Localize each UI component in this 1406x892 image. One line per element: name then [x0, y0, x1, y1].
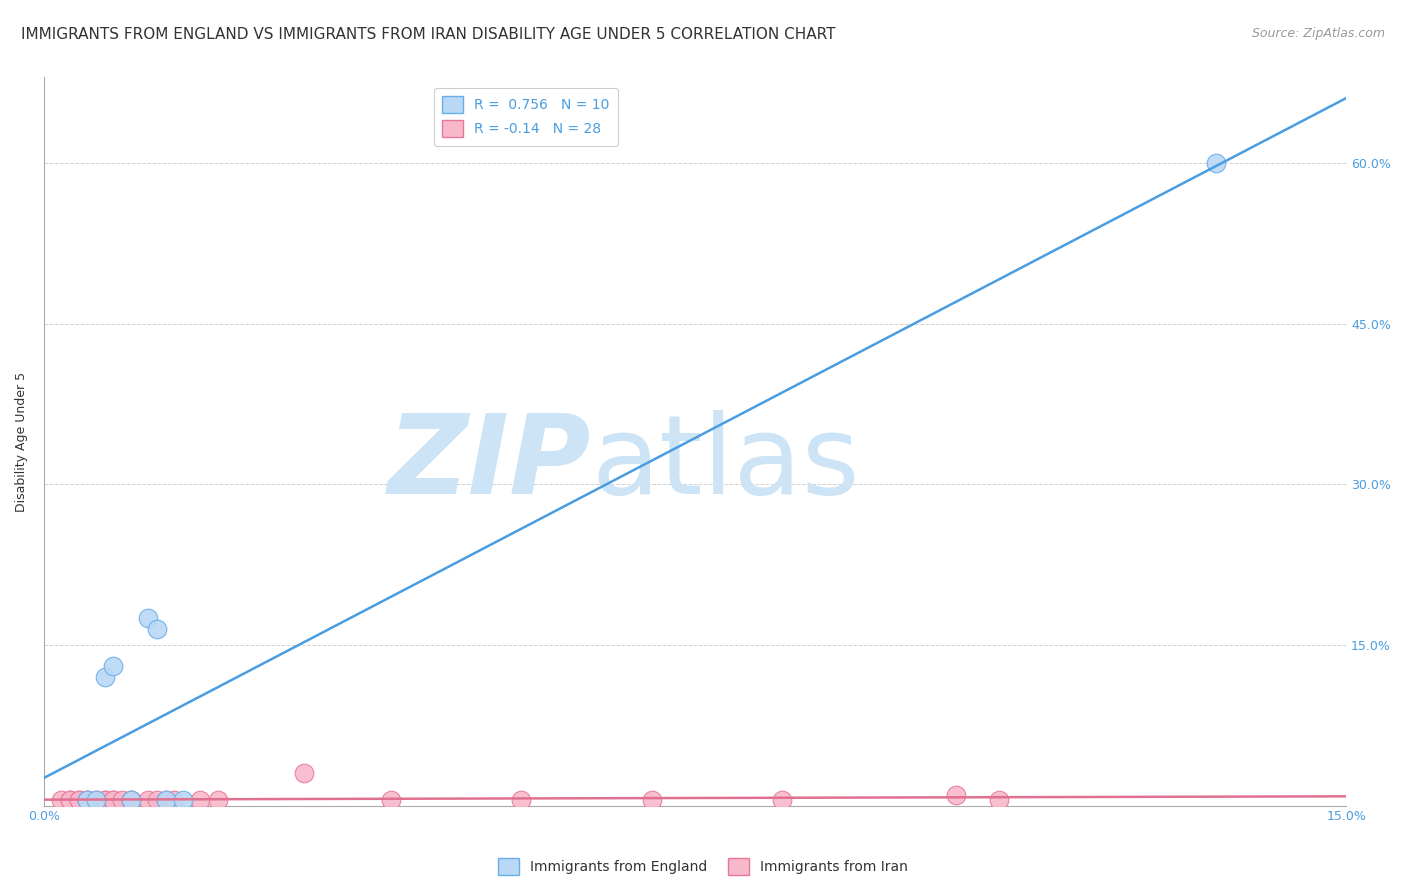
Point — [67, 793, 90, 807]
Point — [59, 793, 82, 807]
Point — [146, 793, 169, 807]
Point — [188, 793, 211, 807]
Point — [84, 793, 107, 807]
Point — [207, 793, 229, 807]
Point — [136, 793, 159, 807]
Point — [120, 793, 142, 807]
Point — [146, 622, 169, 636]
Point — [155, 793, 177, 807]
Point — [84, 793, 107, 807]
Point — [294, 766, 316, 780]
Point — [103, 659, 125, 673]
Point — [76, 793, 98, 807]
Point — [380, 793, 402, 807]
Point — [93, 793, 115, 807]
Point — [59, 793, 82, 807]
Point — [120, 793, 142, 807]
Point — [111, 793, 134, 807]
Point — [103, 793, 125, 807]
Point — [136, 611, 159, 625]
Point — [988, 793, 1011, 807]
Point — [172, 793, 194, 807]
Point — [770, 793, 793, 807]
Point — [67, 793, 90, 807]
Y-axis label: Disability Age Under 5: Disability Age Under 5 — [15, 371, 28, 512]
Point — [76, 793, 98, 807]
Text: IMMIGRANTS FROM ENGLAND VS IMMIGRANTS FROM IRAN DISABILITY AGE UNDER 5 CORRELATI: IMMIGRANTS FROM ENGLAND VS IMMIGRANTS FR… — [21, 27, 835, 42]
Text: ZIP: ZIP — [388, 410, 591, 516]
Point — [945, 788, 967, 802]
Point — [93, 670, 115, 684]
Point — [76, 793, 98, 807]
Point — [120, 793, 142, 807]
Text: atlas: atlas — [591, 410, 859, 516]
Point — [510, 793, 533, 807]
Text: Source: ZipAtlas.com: Source: ZipAtlas.com — [1251, 27, 1385, 40]
Point — [641, 793, 664, 807]
Point — [163, 793, 186, 807]
Point — [103, 793, 125, 807]
Point — [93, 793, 115, 807]
Point — [155, 793, 177, 807]
Point — [1205, 156, 1227, 170]
Legend: Immigrants from England, Immigrants from Iran: Immigrants from England, Immigrants from… — [492, 853, 914, 880]
Point — [51, 793, 73, 807]
Legend: R =  0.756   N = 10, R = -0.14   N = 28: R = 0.756 N = 10, R = -0.14 N = 28 — [434, 88, 617, 145]
